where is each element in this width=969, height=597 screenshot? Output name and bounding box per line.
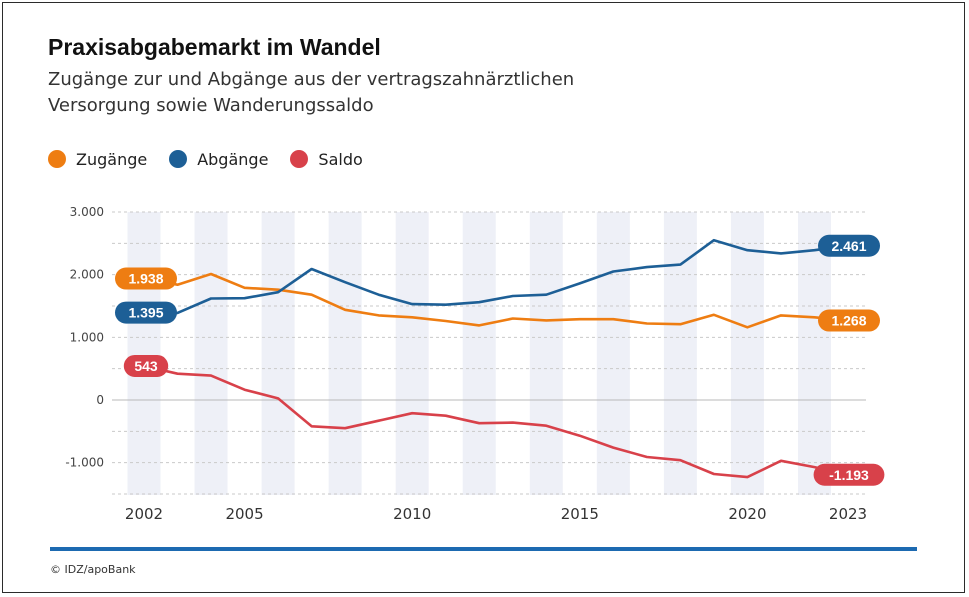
legend-label-abgaenge: Abgänge bbox=[197, 149, 269, 169]
series-line-saldo bbox=[142, 364, 850, 479]
start-label-abgaenge: 1.395 bbox=[128, 305, 163, 321]
x-tick-label: 2023 bbox=[829, 505, 867, 523]
chart-title: Praxisabgabemarkt im Wandel bbox=[48, 34, 381, 60]
y-tick-label: 3.000 bbox=[70, 205, 104, 219]
year-band bbox=[261, 212, 295, 495]
legend-dot-saldo bbox=[290, 150, 309, 168]
year-band bbox=[529, 212, 563, 495]
y-tick-label: 2.000 bbox=[70, 268, 104, 282]
legend-label-zugaenge: Zugänge bbox=[76, 149, 148, 169]
start-label-zugaenge: 1.938 bbox=[128, 271, 163, 287]
y-tick-label: 0 bbox=[96, 393, 104, 407]
x-tick-label: 2005 bbox=[225, 505, 263, 523]
end-label-abgaenge-pill bbox=[818, 234, 880, 257]
year-band bbox=[663, 212, 697, 495]
end-label-zugaenge-pill bbox=[818, 309, 880, 332]
series-line-zugaenge bbox=[142, 272, 850, 329]
legend-dot-zugaenge bbox=[48, 150, 66, 168]
legend-item-zugaenge: Zugänge bbox=[48, 150, 147, 169]
start-label-abgaenge-pill bbox=[115, 301, 177, 324]
end-label-saldo-pill bbox=[813, 463, 885, 486]
legend-item-saldo: Saldo bbox=[290, 149, 363, 169]
start-label-saldo-pill bbox=[123, 354, 169, 377]
end-label-abgaenge: 2.461 bbox=[831, 238, 866, 254]
y-tick-label: -1.000 bbox=[65, 456, 104, 470]
subtitle-line-1: Zugänge zur und Abgänge aus der vertrags… bbox=[48, 69, 575, 90]
legend-dot-abgaenge bbox=[169, 150, 188, 168]
year-band bbox=[328, 212, 362, 495]
year-band bbox=[797, 212, 831, 495]
year-band bbox=[462, 212, 496, 495]
x-tick-label: 2015 bbox=[561, 505, 599, 523]
start-label-zugaenge-pill bbox=[115, 267, 177, 290]
x-tick-label: 2002 bbox=[125, 505, 163, 523]
year-band bbox=[127, 212, 161, 495]
source-credit: © IDZ/apoBank bbox=[50, 563, 136, 576]
series-line-abgaenge bbox=[142, 238, 850, 315]
year-band bbox=[730, 212, 764, 495]
year-band bbox=[395, 212, 429, 495]
y-tick-label: 1.000 bbox=[70, 330, 104, 344]
subtitle-line-2: Versorgung sowie Wanderungssaldo bbox=[48, 95, 374, 116]
chart-subtitle: Zugänge zur und Abgänge aus der vertrags… bbox=[48, 67, 608, 119]
legend-item-abgaenge: Abgänge bbox=[169, 150, 268, 169]
footer-rule bbox=[50, 547, 917, 551]
legend-label-saldo: Saldo bbox=[318, 149, 363, 169]
x-tick-label: 2020 bbox=[728, 505, 766, 523]
start-label-saldo: 543 bbox=[134, 358, 158, 374]
x-tick-label: 2010 bbox=[393, 505, 431, 523]
end-label-zugaenge: 1.268 bbox=[831, 313, 866, 329]
year-band bbox=[596, 212, 630, 495]
year-band bbox=[194, 212, 228, 495]
legend: Zugänge Abgänge Saldo bbox=[48, 148, 385, 170]
end-label-saldo: -1.193 bbox=[829, 467, 869, 483]
